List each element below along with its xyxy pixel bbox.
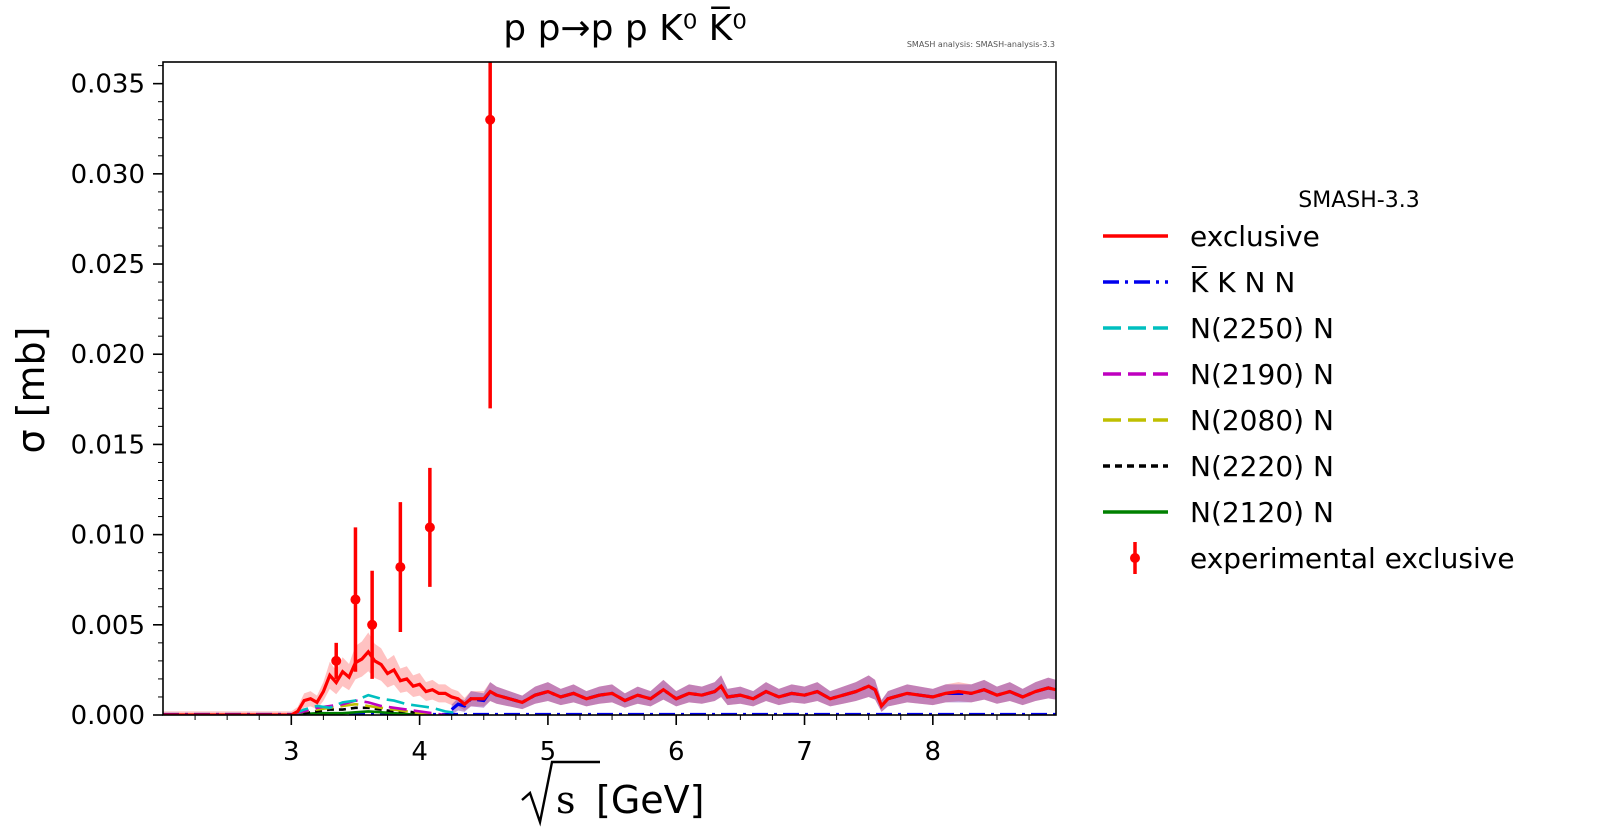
series-0-error-band [163, 632, 1056, 715]
legend-title: SMASH-3.3 [1298, 188, 1419, 213]
chart-title: p p→p p K⁰ K̅⁰ [503, 6, 746, 49]
series-6-line [291, 710, 420, 715]
x-tick-label: 5 [540, 737, 557, 767]
legend-swatch-exp-marker [1130, 553, 1140, 563]
series-0-line [163, 649, 1056, 715]
exp-point-4 [424, 522, 435, 533]
y-tick-label: 0.000 [71, 701, 145, 731]
y-axis-label: σ [mb] [9, 327, 53, 454]
legend-label-0: exclusive [1190, 220, 1320, 253]
x-axis-label-unit: [GeV] [596, 778, 704, 822]
x-tick-label: 8 [925, 737, 942, 767]
legend-label-1: K̅ K N N [1190, 265, 1295, 299]
exp-point-5 [485, 114, 496, 125]
legend: SMASH-3.3 exclusive K̅ K N N N(2250) N N(21… [1103, 188, 1515, 575]
watermark: SMASH analysis: SMASH-analysis-3.3 [907, 40, 1055, 49]
legend-label-3: N(2190) N [1190, 358, 1334, 391]
plot-frame [162, 61, 1057, 716]
x-tick-label: 3 [283, 737, 300, 767]
legend-label-exp: experimental exclusive [1190, 542, 1515, 575]
legend-label-4: N(2080) N [1190, 404, 1334, 437]
axes: 0.000 0.005 0.010 0.015 0.020 0.025 0.030 0.035… [71, 65, 1030, 767]
legend-label-5: N(2220) N [1190, 450, 1334, 483]
y-tick-label: 0.015 [71, 430, 145, 460]
x-tick-label: 7 [796, 737, 813, 767]
x-axis-label: s [GeV] [521, 760, 704, 827]
exp-point-1 [350, 594, 361, 605]
x-tick-label: 6 [668, 737, 685, 767]
exp-point-3 [395, 562, 406, 573]
legend-label-6: N(2120) N [1190, 496, 1334, 529]
y-tick-label: 0.030 [71, 160, 145, 190]
y-tick-label: 0.005 [71, 611, 145, 641]
y-tick-label: 0.025 [71, 250, 145, 280]
y-tick-label: 0.010 [71, 521, 145, 551]
x-axis-label-symbol: s [556, 778, 576, 822]
exp-point-0 [331, 655, 342, 666]
legend-label-2: N(2250) N [1190, 312, 1334, 345]
x-tick-label: 4 [411, 737, 428, 767]
series-1-error-band [451, 675, 1056, 715]
sqrt-symbol [521, 760, 600, 827]
series-2-line [290, 693, 459, 715]
plot-area [163, 62, 1056, 715]
y-tick-label: 0.020 [71, 340, 145, 370]
y-tick-label: 0.035 [71, 70, 145, 100]
series-3-line [290, 699, 446, 715]
exp-point-2 [367, 619, 378, 630]
